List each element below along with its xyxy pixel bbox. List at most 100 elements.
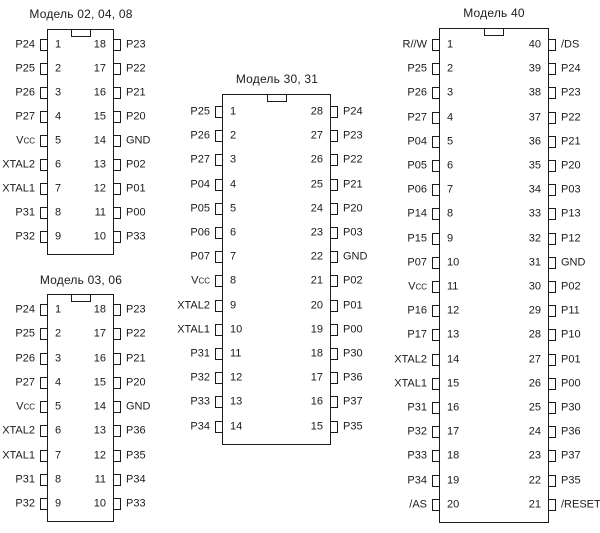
pin-stub bbox=[432, 402, 440, 414]
pin-number: 11 bbox=[94, 473, 106, 486]
pin-label: XTAL1 bbox=[394, 377, 427, 390]
pin-number: 2 bbox=[55, 327, 62, 340]
pin-stub bbox=[330, 323, 338, 336]
pin-stub bbox=[330, 202, 338, 215]
pin-stub bbox=[330, 348, 338, 360]
pin-stub bbox=[113, 304, 121, 316]
pin-stub bbox=[215, 299, 223, 312]
pin-label: P15 bbox=[407, 232, 427, 245]
pin-number: 10 bbox=[93, 230, 106, 243]
pin-label: P21 bbox=[126, 86, 146, 99]
pin-label: P30 bbox=[343, 347, 363, 360]
pin-label: P32 bbox=[15, 230, 35, 243]
pin-stub bbox=[40, 328, 48, 341]
pin-stub bbox=[548, 184, 556, 197]
pin-number: 15 bbox=[93, 376, 106, 389]
pin-number: 5 bbox=[55, 134, 62, 147]
pin-stub bbox=[548, 377, 556, 390]
pin-label: P23 bbox=[561, 86, 581, 99]
pin-stub bbox=[215, 130, 223, 143]
pin-number: 24 bbox=[310, 202, 323, 215]
pin-stub bbox=[113, 207, 121, 219]
pin-label: P11 bbox=[561, 304, 580, 317]
pin-label: P01 bbox=[343, 299, 363, 312]
pin-stub bbox=[215, 178, 223, 191]
pin-number: 16 bbox=[447, 401, 460, 414]
pin-stub bbox=[432, 184, 440, 197]
pin-stub bbox=[40, 231, 48, 243]
pin-number: 9 bbox=[55, 230, 62, 243]
pin-stub bbox=[40, 352, 48, 365]
pin-label: P22 bbox=[343, 153, 363, 166]
chip-title: Модель 40 bbox=[463, 6, 525, 20]
pin-stub bbox=[432, 377, 440, 390]
pin-label: P31 bbox=[15, 206, 35, 219]
pin-stub bbox=[330, 154, 338, 167]
pin-stub bbox=[113, 183, 121, 195]
pin-number: 40 bbox=[528, 38, 541, 51]
pin-number: 12 bbox=[230, 371, 243, 384]
pin-number: 31 bbox=[528, 256, 541, 269]
pin-label: P25 bbox=[15, 62, 35, 75]
pin-number: 3 bbox=[55, 86, 62, 99]
pin-number: 13 bbox=[93, 424, 106, 437]
pin-label: GND bbox=[126, 400, 151, 413]
pin-label: P21 bbox=[561, 135, 581, 148]
pin-label: P16 bbox=[407, 304, 427, 317]
pin-label: XTAL1 bbox=[2, 449, 35, 461]
pin-stub bbox=[548, 39, 556, 51]
pin-stub bbox=[548, 498, 556, 511]
pin-number: 11 bbox=[94, 206, 106, 219]
pin-number: 27 bbox=[310, 129, 323, 142]
pin-label: P24 bbox=[15, 303, 35, 316]
pin-stub bbox=[432, 426, 440, 439]
pin-stub bbox=[432, 474, 440, 487]
chip-body bbox=[439, 27, 549, 523]
pin-label: /DS bbox=[561, 38, 580, 51]
pin-stub bbox=[113, 87, 121, 99]
pin-number: 1 bbox=[55, 303, 62, 316]
pin-stub bbox=[40, 39, 48, 51]
pin-label: P07 bbox=[190, 250, 210, 263]
pin-label: P00 bbox=[343, 323, 363, 336]
pin-label: P33 bbox=[190, 395, 210, 408]
pin-number: 16 bbox=[93, 86, 106, 99]
chip-title: Модель 30, 31 bbox=[235, 72, 319, 86]
pin-stub bbox=[113, 159, 121, 171]
pin-label: XTAL2 bbox=[177, 299, 210, 312]
pin-number: 3 bbox=[447, 86, 454, 99]
pin-label: P36 bbox=[126, 424, 146, 437]
pin-label: P34 bbox=[407, 474, 427, 487]
pin-number: 14 bbox=[93, 400, 106, 413]
pin-stub bbox=[330, 178, 338, 191]
pin-label: P02 bbox=[343, 274, 363, 287]
orientation-notch-icon bbox=[484, 27, 504, 36]
pin-number: 21 bbox=[528, 498, 541, 511]
pin-label: /AS bbox=[409, 498, 427, 511]
pin-stub bbox=[432, 111, 440, 124]
pin-label: P27 bbox=[15, 110, 35, 123]
pin-number: 16 bbox=[310, 395, 323, 408]
pin-number: 7 bbox=[230, 250, 237, 263]
pin-number: 1 bbox=[55, 38, 62, 51]
pin-label: P33 bbox=[126, 497, 146, 510]
pin-stub bbox=[330, 251, 338, 264]
pin-stub bbox=[113, 39, 121, 51]
pin-stub bbox=[432, 305, 440, 318]
pin-label: P05 bbox=[407, 159, 427, 172]
pin-number: 26 bbox=[528, 377, 541, 390]
pin-stub bbox=[548, 87, 556, 100]
pin-number: 18 bbox=[93, 303, 106, 316]
pin-stub bbox=[40, 376, 48, 389]
pin-number: 12 bbox=[93, 182, 106, 195]
pin-stub bbox=[548, 111, 556, 124]
pin-label: P32 bbox=[407, 425, 427, 438]
pin-label: VCC bbox=[408, 280, 427, 293]
pin-stub bbox=[548, 63, 556, 76]
pin-stub bbox=[432, 63, 440, 76]
pin-stub bbox=[330, 299, 338, 312]
pin-number: 1 bbox=[230, 105, 237, 118]
pin-number: 4 bbox=[55, 376, 62, 389]
pin-label: P26 bbox=[15, 86, 35, 99]
